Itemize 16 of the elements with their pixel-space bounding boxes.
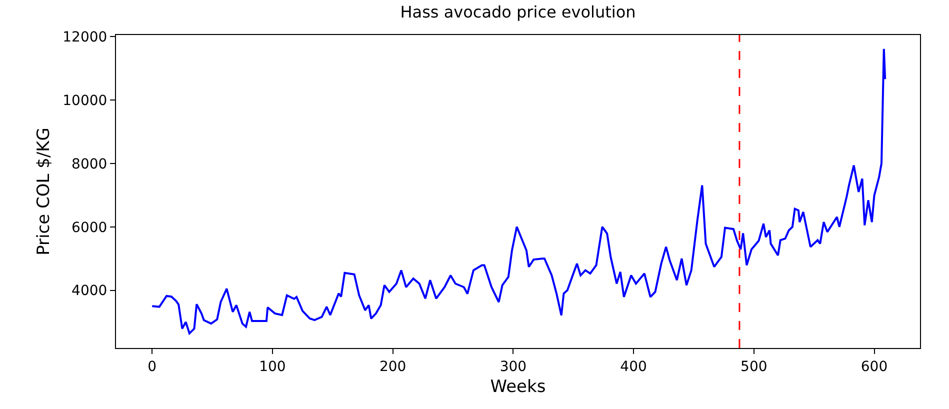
- line-series: [151, 48, 886, 334]
- x-tick-label: 500: [740, 358, 768, 375]
- x-tick-label: 0: [148, 358, 157, 375]
- x-tick-label: 200: [379, 358, 406, 375]
- x-tick-label: 100: [259, 358, 286, 375]
- y-axis-title: Price COL $/KG: [34, 128, 54, 256]
- x-tick-label: 600: [860, 358, 888, 375]
- y-tick-label: 10000: [62, 92, 108, 109]
- x-tick-label: 400: [620, 358, 647, 375]
- y-tick-label: 12000: [62, 29, 108, 46]
- y-tick-label: 6000: [72, 220, 108, 236]
- y-tick-label: 4000: [72, 283, 108, 300]
- x-tick-label: 300: [500, 358, 527, 375]
- chart-title: Hass avocado price evolution: [400, 2, 636, 22]
- x-axis-title: Weeks: [490, 377, 546, 398]
- y-tick-label: 8000: [72, 156, 108, 172]
